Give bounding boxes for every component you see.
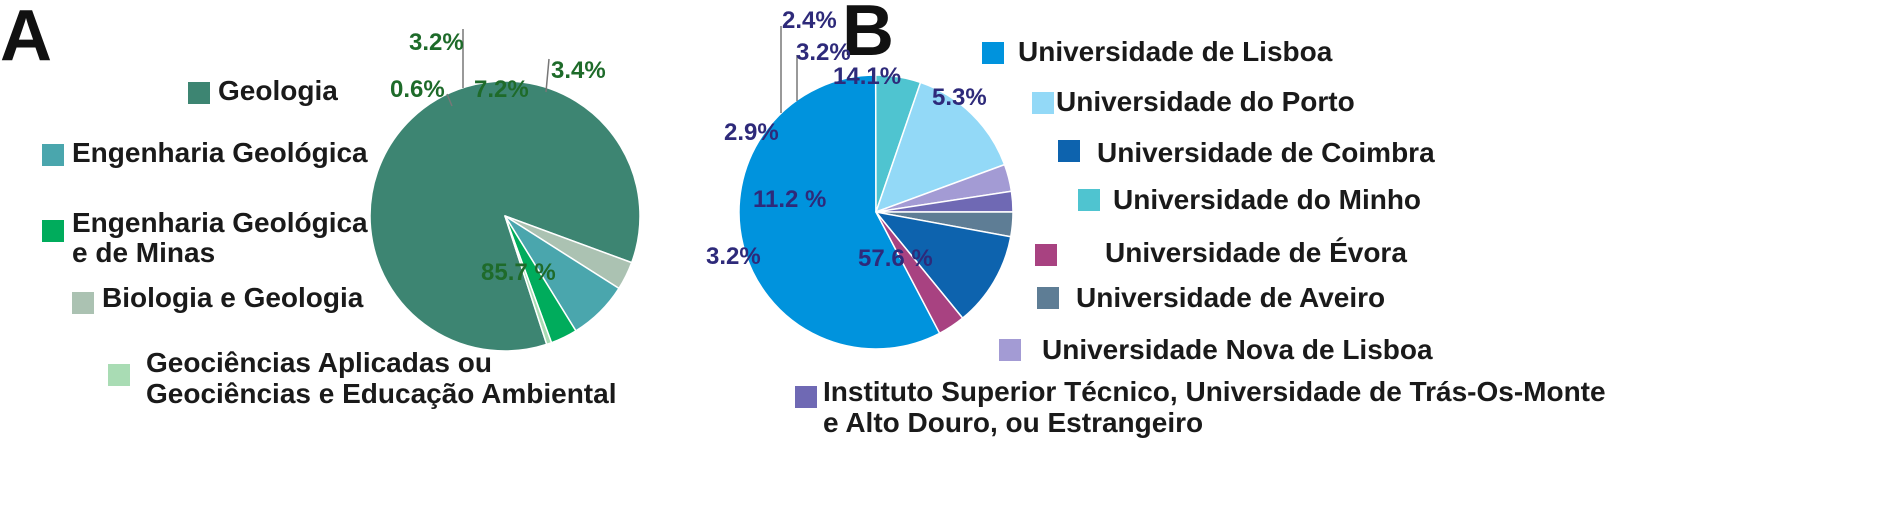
leader-line-a-biologia-e-geologia (545, 58, 550, 93)
legend-b-label-universidade-de-lisboa: Universidade de Lisboa (1018, 36, 1333, 67)
legend-b-swatch-instituto-superior-tecnico-universidade- (795, 386, 817, 408)
pie-b-slice-universidade-de-evora (875, 211, 964, 335)
data-label-b-universidade-nova-de-lisboa: 3.2% (796, 39, 851, 66)
legend-b-label-universidade-do-porto: Universidade do Porto (1056, 86, 1355, 117)
legend-b-label-universidade-do-minho: Universidade do Minho (1113, 184, 1421, 215)
pie-b-slice-universidade-do-porto (875, 81, 1006, 213)
panel-letter-a: A (0, 0, 52, 76)
data-label-b-universidade-do-minho: 5.3% (932, 84, 987, 111)
legend-a-swatch-engenharia-geologica-e-de-minas (42, 220, 64, 242)
data-labels-a: 85.7 % 7.2% 3.2% 3.4% 0.6% (390, 29, 606, 286)
data-labels-b: 57.6 % 14.1% 11.2 % 5.3% 3.2% 2.9% 3.2% 2.4% (706, 7, 987, 272)
legend-a-label-engenharia-geologica: Engenharia Geológica (72, 137, 368, 168)
legend-b-label-universidade-de-aveiro: Universidade de Aveiro (1076, 282, 1385, 313)
legend-a-label-engenharia-geologica-e-de-minas-line2: e de Minas (72, 237, 215, 268)
legend-a-swatch-geociencias-aplicadas-ou-geociencias-e-e (108, 364, 130, 386)
data-label-b-universidade-de-coimbra: 11.2 % (753, 186, 826, 213)
data-label-a-geociencias-aplicadas-ou-geociencias-e-e: 0.6% (390, 76, 445, 103)
data-label-a-engenharia-geologica: 7.2% (474, 76, 529, 103)
legend-b-swatch-universidade-de-lisboa (982, 42, 1004, 64)
legend-a-label-geociencias-aplicadas-ou-geociencias-e-e: Geociências Aplicadas ou (146, 347, 492, 378)
legend-a-label-geologia: Geologia (218, 75, 338, 106)
legend-b-label-instituto-superior-tecnico-universidade-: Instituto Superior Técnico, Universidade… (823, 376, 1606, 407)
legend-a-swatch-engenharia-geologica (42, 144, 64, 166)
legend-b-label-instituto-superior-tecnico-universidade--line2: e Alto Douro, ou Estrangeiro (823, 407, 1203, 438)
legend-b-swatch-universidade-de-coimbra (1058, 140, 1080, 162)
legend-b-label-universidade-de-evora: Universidade de Évora (1105, 237, 1407, 268)
legend-b-swatch-universidade-do-porto (1032, 92, 1054, 114)
leader-line-a-geociencias-aplicadas-ou-geociencias-e-e (446, 93, 453, 107)
legend-b-swatch-universidade-do-minho (1078, 189, 1100, 211)
data-label-b-universidade-de-aveiro: 2.9% (724, 119, 779, 146)
pie-b-slice-universidade-de-lisboa (738, 74, 941, 350)
data-label-b-universidade-de-lisboa: 57.6 % (858, 245, 933, 272)
legend-b-label-universidade-de-coimbra: Universidade de Coimbra (1097, 137, 1435, 168)
data-label-b-universidade-do-porto: 14.1% (833, 63, 901, 90)
data-label-b-instituto-superior-tecnico-universidade-: 2.4% (782, 7, 837, 34)
legend-b-label-universidade-nova-de-lisboa: Universidade Nova de Lisboa (1042, 334, 1433, 365)
pie-chart-a (369, 80, 641, 352)
legend-a: Geologia Engenharia Geológica Engenharia G… (42, 75, 616, 409)
panel-letter-b: B (842, 0, 894, 71)
data-label-a-biologia-e-geologia: 3.4% (551, 57, 606, 84)
legend-a-swatch-geologia (188, 82, 210, 104)
legend-b-swatch-universidade-de-aveiro (1037, 287, 1059, 309)
legend-b-swatch-universidade-nova-de-lisboa (999, 339, 1021, 361)
data-label-b-universidade-de-evora: 3.2% (706, 243, 761, 270)
pie-b-slice-universidade-de-coimbra (875, 211, 1012, 319)
legend-a-label-geociencias-aplicadas-ou-geociencias-e-e-line2: Geociências e Educação Ambiental (146, 378, 616, 409)
legend-a-label-engenharia-geologica-e-de-minas: Engenharia Geológica (72, 207, 368, 238)
legend-b-swatch-universidade-de-evora (1035, 244, 1057, 266)
pie-chart-b (738, 74, 1014, 350)
legend-b: Universidade de Lisboa Universidade do Po… (795, 36, 1606, 438)
legend-a-swatch-biologia-e-geologia (72, 292, 94, 314)
data-label-a-geologia: 85.7 % (481, 259, 556, 286)
pie-a-slice-geociencias-aplicadas-ou-geociencias-e-e (504, 215, 553, 346)
data-label-a-engenharia-geologica-e-de-minas: 3.2% (409, 29, 464, 56)
legend-a-label-biologia-e-geologia: Biologia e Geologia (102, 282, 364, 313)
